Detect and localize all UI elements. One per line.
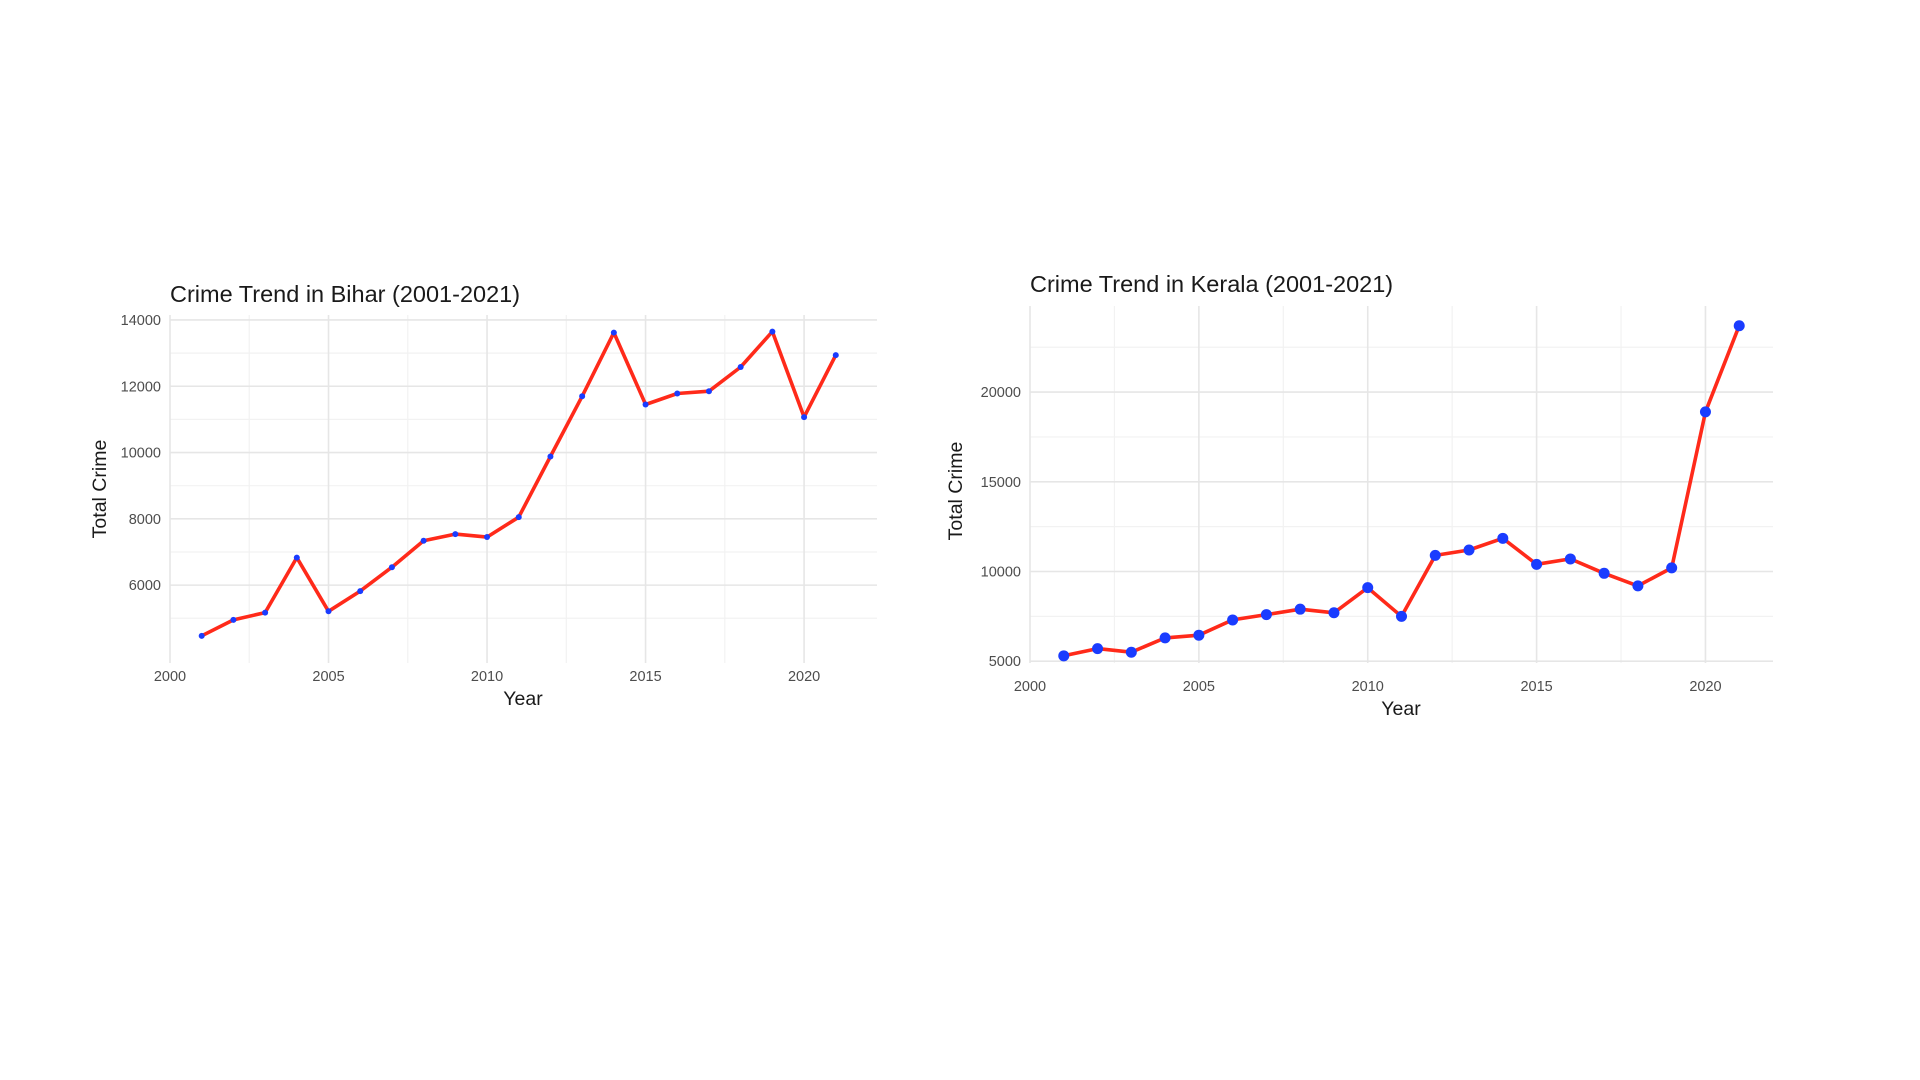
x-tick-label: 2005 bbox=[1183, 679, 1215, 695]
data-point bbox=[1294, 603, 1306, 615]
data-point bbox=[1497, 532, 1509, 544]
y-axis-label: Total Crime bbox=[89, 440, 111, 539]
data-point bbox=[1260, 609, 1272, 621]
data-point bbox=[832, 352, 839, 359]
data-point bbox=[515, 514, 522, 521]
x-tick-label: 2010 bbox=[1352, 679, 1384, 695]
series-line bbox=[1062, 323, 1741, 658]
data-point bbox=[737, 364, 744, 371]
data-point bbox=[484, 534, 491, 541]
chart-1: 2000 2005 2010 2015 2020 5000 10000 15000 20000 C… bbox=[945, 271, 1773, 720]
x-tick-label: 2000 bbox=[154, 669, 186, 685]
data-point bbox=[262, 609, 269, 616]
data-point bbox=[420, 537, 427, 544]
y-tick-label: 14000 bbox=[121, 313, 161, 329]
x-tick-label: 2015 bbox=[629, 669, 661, 685]
y-tick-label: 8000 bbox=[129, 512, 161, 528]
data-point bbox=[1193, 629, 1205, 641]
y-tick-label: 12000 bbox=[121, 379, 161, 395]
x-tick-label: 2015 bbox=[1520, 679, 1552, 695]
data-point bbox=[547, 453, 554, 460]
data-point bbox=[1733, 320, 1745, 332]
y-tick-label: 10000 bbox=[121, 446, 161, 462]
x-tick-label: 2020 bbox=[788, 669, 820, 685]
data-point bbox=[388, 564, 395, 571]
x-tick-label: 2020 bbox=[1689, 679, 1721, 695]
y-tick-label: 5000 bbox=[989, 654, 1021, 670]
data-point bbox=[1159, 632, 1171, 644]
y-axis-label: Total Crime bbox=[945, 442, 967, 541]
data-point bbox=[452, 531, 459, 538]
data-point bbox=[1531, 558, 1543, 570]
data-point bbox=[1396, 610, 1407, 622]
x-tick-label: 2010 bbox=[471, 669, 503, 685]
data-point bbox=[1666, 562, 1678, 574]
data-point bbox=[293, 554, 300, 561]
data-point bbox=[642, 401, 649, 408]
data-point bbox=[1092, 643, 1104, 655]
y-tick-label: 20000 bbox=[981, 385, 1021, 401]
grid bbox=[1029, 306, 1773, 663]
data-point bbox=[1328, 607, 1340, 619]
data-point bbox=[1564, 553, 1576, 565]
data-point bbox=[1632, 580, 1644, 592]
data-point bbox=[357, 588, 364, 595]
x-axis-label: Year bbox=[503, 688, 543, 710]
data-point bbox=[1463, 544, 1475, 556]
y-tick-label: 10000 bbox=[981, 565, 1021, 581]
chart-title: Crime Trend in Bihar (2001-2021) bbox=[170, 281, 520, 307]
data-point bbox=[198, 632, 205, 639]
data-point bbox=[1699, 406, 1711, 418]
data-point bbox=[1125, 646, 1137, 658]
y-tick-label: 15000 bbox=[981, 475, 1021, 491]
x-axis-label: Year bbox=[1381, 698, 1421, 720]
y-tick-label: 6000 bbox=[129, 578, 161, 594]
data-point bbox=[610, 329, 617, 336]
data-point bbox=[705, 388, 712, 395]
series-line bbox=[199, 329, 838, 638]
grid bbox=[169, 315, 877, 663]
data-point bbox=[230, 616, 237, 623]
data-point bbox=[579, 393, 586, 400]
data-point bbox=[1227, 614, 1239, 626]
data-point bbox=[1429, 549, 1441, 561]
data-point bbox=[1598, 567, 1610, 579]
data-point bbox=[674, 390, 681, 397]
data-point bbox=[801, 414, 808, 421]
data-point bbox=[1362, 582, 1374, 594]
x-tick-label: 2000 bbox=[1014, 679, 1046, 695]
data-point bbox=[1058, 650, 1070, 662]
x-tick-label: 2005 bbox=[312, 669, 344, 685]
chart-title: Crime Trend in Kerala (2001-2021) bbox=[1030, 271, 1393, 297]
chart-0: 2000 2005 2010 2015 2020 6000 8000 10000 12000 14… bbox=[89, 281, 877, 710]
data-point bbox=[769, 328, 776, 335]
data-point bbox=[325, 608, 332, 615]
